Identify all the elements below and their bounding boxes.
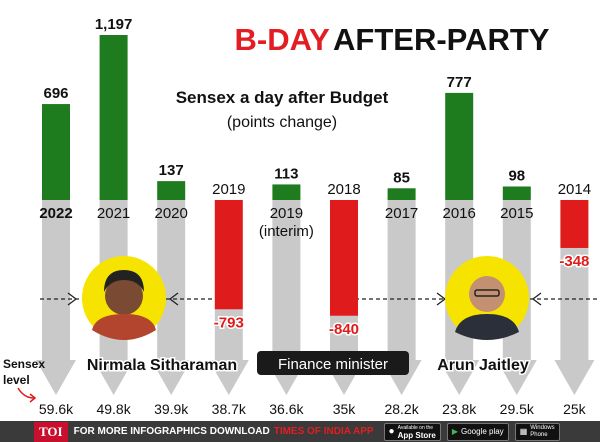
connector-arrow-left-out [168,292,179,306]
windows-phone-small: Windows [530,424,555,431]
sensex-arrow-0 [36,200,76,395]
value-label-0: 696 [43,85,68,102]
sensex-arrow-3 [208,309,249,395]
bar-2 [157,181,186,200]
portrait-sitharaman [82,256,166,340]
connector-arrow-right-out [531,292,542,306]
toi-logo: TOI [34,421,68,442]
category-label-1: 2021 [97,205,130,222]
value-label-1: 1,197 [95,16,133,33]
value-label-8: 98 [508,167,525,184]
category-label-5: 2018 [327,181,360,198]
app-store-label: App Store [397,430,436,440]
bar-7 [445,92,474,200]
app-store-button[interactable]: ● Available on the App Store [383,422,441,441]
sensex-level-8: 29.5k [500,401,535,417]
portrait-body-right [455,314,519,340]
bar-6 [387,188,416,200]
bar-5 [330,200,358,316]
finance-minister-badge-bg [257,351,409,375]
subtitle: Sensex a day after Budget [176,88,389,107]
portrait-hair-left [104,270,144,292]
subtitle-unit: (points change) [227,114,337,131]
bar-3 [214,200,243,310]
title-part-2: AFTER-PARTY [333,22,550,57]
footer-text-b: TIMES OF INDIA APP [273,426,374,437]
portrait-body-left [92,314,156,340]
sensex-level-5: 35k [333,401,357,417]
sensex-arrow-6 [381,200,422,395]
category-label-3: 2019 [212,181,245,198]
bars [42,35,589,316]
sensex-level-6: 28.2k [384,401,419,417]
sensex-level-3: 38.7k [212,401,247,417]
bar-8 [502,186,531,200]
portrait-face-right [469,276,505,312]
sensex-arrow-4 [266,200,307,395]
sensex-level-9: 25k [563,401,587,417]
play-icon: ▶ [451,427,458,436]
value-label-4: 113 [274,165,298,182]
value-label-3: -793 [214,314,244,331]
sensex-level-7: 23.8k [442,401,477,417]
category-label-0: 2022 [39,205,72,222]
value-label-6: 85 [393,169,410,186]
connector-arrow-left-in [67,292,78,306]
category-label-4: 2019 [270,205,303,222]
sensex-label-line2: level [3,373,30,387]
portrait-face-left [105,277,143,315]
finance-minister-label: Finance minister [278,356,388,373]
bar-4 [272,184,301,200]
value-label-2: 137 [159,162,184,179]
bar-1 [99,35,128,200]
sensex-level-2: 39.9k [154,401,189,417]
value-label-5: -840 [329,321,359,338]
footer-bar: TOI FOR MORE INFOGRAPHICS DOWNLOAD TIMES… [0,421,600,442]
minister-name-sitharaman: Nirmala Sitharaman [87,357,237,374]
sensex-level-1: 49.8k [96,401,131,417]
category-label-9: 2014 [558,181,591,198]
bar-9 [560,200,589,248]
value-label-9: -348 [559,253,589,270]
sensex-arrow-9 [554,247,595,395]
labels: 696 2022 59.6k 1,197 2021 49.8k 137 2020 39.9k -7… [39,16,591,417]
footer-text-a: FOR MORE INFOGRAPHICS DOWNLOAD [73,426,270,437]
category-label-2: 2020 [155,205,188,222]
category-label-6: 2017 [385,205,418,222]
finance-minister-badge: Finance minister [257,351,409,375]
apple-icon: ● [388,426,395,437]
value-label-7: 777 [447,74,472,91]
portrait-glasses-right [474,289,500,297]
google-play-label: Google play [460,427,504,436]
windows-phone-button[interactable]: ▦ Windows Phone [514,422,560,441]
windows-phone-label: Phone [530,431,548,438]
sensex-label-pointer [17,387,35,399]
title-part-1: B-DAY [235,22,331,57]
category-label-8: 2015 [500,205,533,222]
connector-arrow-right-in [436,292,447,306]
sensex-level-0: 59.6k [39,401,74,417]
minister-name-jaitley: Arun Jaitley [437,357,529,374]
category-label-7: 2016 [443,205,476,222]
portrait-jaitley [445,256,529,340]
sensex-label-line1: Sensex [3,357,45,371]
bar-0 [42,104,70,200]
category-sublabel-4: (interim) [259,223,314,240]
sensex-label-pointer-head [29,393,37,403]
title: B-DAY AFTER-PARTY [235,22,550,57]
google-play-button[interactable]: ▶ Google play [446,422,509,441]
sensex-level-4: 36.6k [269,401,304,417]
windows-icon: ▦ [519,427,528,436]
app-store-small: Available on the [397,424,434,431]
